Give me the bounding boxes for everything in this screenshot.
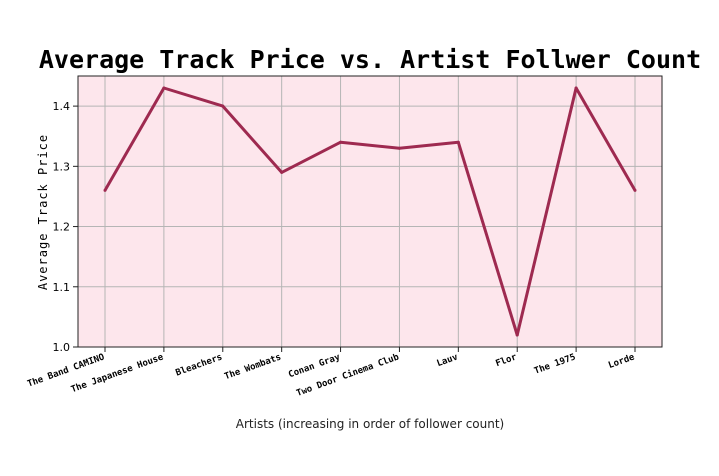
data-point [574,86,578,90]
x-tick-label: Lorde [607,352,636,371]
data-point [633,188,637,192]
y-tick-label: 1.2 [53,221,71,234]
data-point [103,188,107,192]
y-axis-label: Average Track Price [36,134,50,290]
x-tick-label: The Wombats [223,352,282,382]
chart-title: Average Track Price vs. Artist Follwer C… [39,45,701,74]
y-tick-label: 1.1 [53,281,71,294]
series-line-average-track-price [103,86,637,337]
x-tick-label: Flor [494,352,518,369]
x-tick-label: Lauv [436,352,460,369]
y-tick-label: 1.4 [53,100,71,113]
data-point [162,86,166,90]
plot-background [78,76,662,347]
y-tick-label: 1.3 [53,160,71,173]
data-point [221,104,225,108]
plot-frame [77,75,663,348]
data-point [515,333,519,337]
data-point [397,146,401,150]
y-tick-label: 1.0 [53,341,71,354]
x-tick-label: Two Door Cinema Club [295,351,401,399]
x-tick-label: Bleachers [175,352,224,378]
x-tick-label: The 1975 [533,352,577,376]
data-point [339,140,343,144]
data-points [103,86,637,337]
data-point [456,140,460,144]
x-axis-label: Artists (increasing in order of follower… [236,417,504,431]
data-point [280,170,284,174]
